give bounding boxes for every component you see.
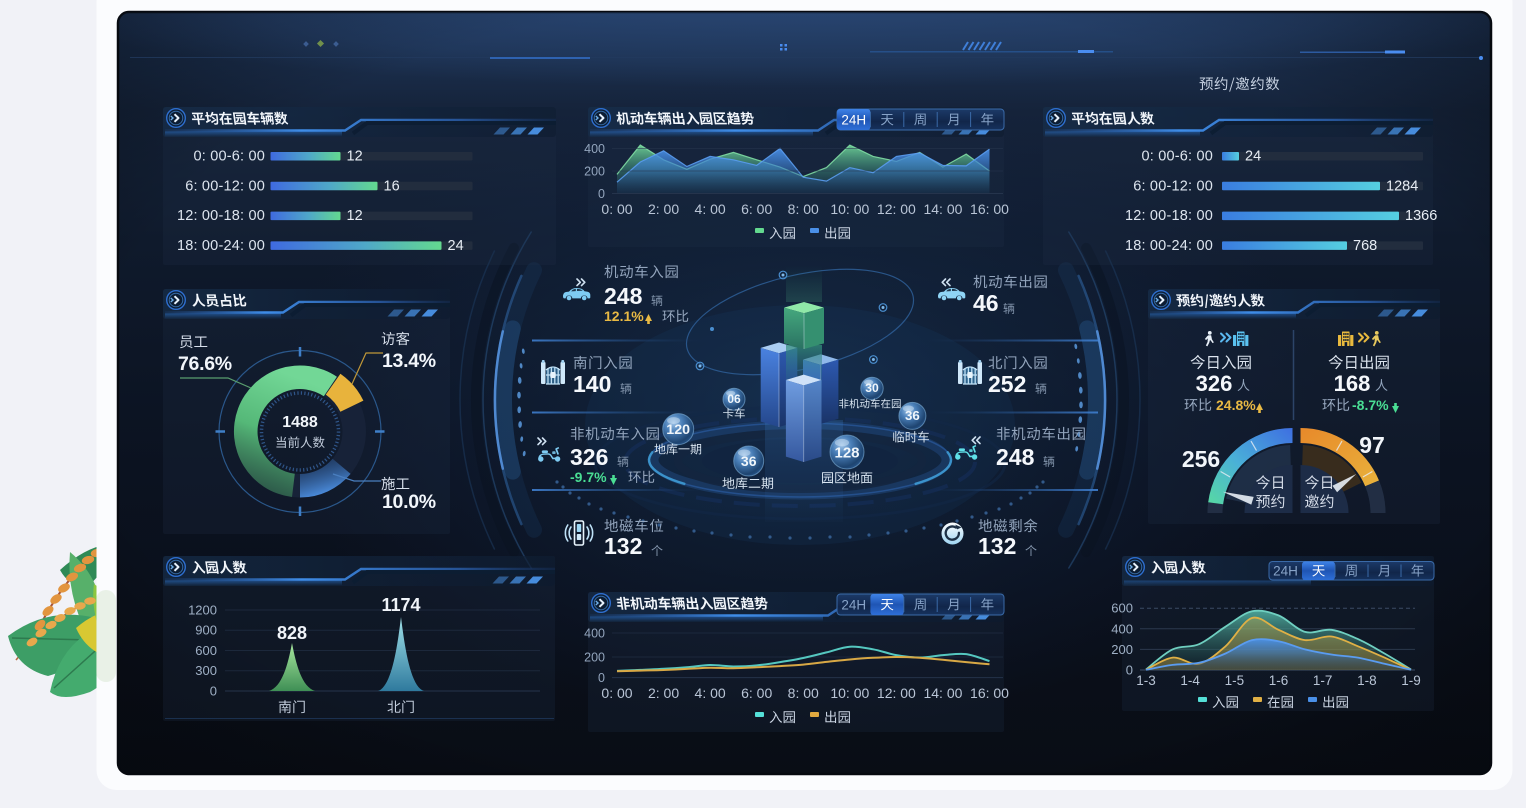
- svg-text:12: 00-18: 00: 12: 00-18: 00: [1125, 208, 1213, 224]
- svg-text:10: 00: 10: 00: [830, 685, 869, 701]
- svg-text:12: 12: [347, 208, 363, 224]
- svg-text:12.1%: 12.1%: [604, 308, 644, 324]
- svg-text:256: 256: [1182, 446, 1220, 472]
- svg-text:1-6: 1-6: [1269, 673, 1289, 688]
- svg-text:1-7: 1-7: [1313, 673, 1333, 688]
- svg-text:12: 12: [347, 149, 363, 165]
- svg-text:18: 00-24: 00: 18: 00-24: 00: [177, 238, 265, 254]
- svg-text:248: 248: [604, 283, 643, 309]
- svg-text:400: 400: [584, 627, 605, 641]
- svg-text:200: 200: [584, 165, 605, 179]
- svg-text:4: 00: 4: 00: [695, 201, 726, 217]
- svg-text:12: 00: 12: 00: [877, 685, 916, 701]
- svg-text:1-8: 1-8: [1357, 673, 1377, 688]
- svg-text:0: 0: [598, 187, 605, 201]
- svg-text:1-9: 1-9: [1401, 673, 1421, 688]
- svg-text:16: 00: 16: 00: [970, 685, 1009, 701]
- svg-text:600: 600: [1111, 601, 1133, 616]
- svg-text:-9.7%: -9.7%: [570, 469, 607, 485]
- svg-text:120: 120: [666, 422, 690, 438]
- svg-text:6: 00: 6: 00: [741, 685, 772, 701]
- svg-text:1284: 1284: [1386, 178, 1418, 194]
- svg-text:768: 768: [1353, 238, 1377, 254]
- svg-text:0: 00-6: 00: 0: 00-6: 00: [1141, 149, 1213, 165]
- svg-text:1200: 1200: [188, 603, 217, 618]
- svg-text:30: 30: [865, 381, 879, 395]
- svg-text:10.0%: 10.0%: [382, 491, 436, 513]
- svg-text:132: 132: [604, 533, 642, 559]
- svg-text:18: 00-24: 00: 18: 00-24: 00: [1125, 238, 1213, 254]
- svg-text:1488: 1488: [282, 414, 318, 431]
- svg-text:0: 0: [210, 684, 217, 699]
- svg-text:24.8%: 24.8%: [1216, 397, 1256, 413]
- svg-text:06: 06: [727, 392, 741, 406]
- svg-text:300: 300: [195, 663, 217, 678]
- svg-text:8: 00: 8: 00: [788, 201, 819, 217]
- svg-text:10: 00: 10: 00: [830, 201, 869, 217]
- svg-text:0: 00: 0: 00: [601, 685, 632, 701]
- svg-text:248: 248: [996, 444, 1035, 470]
- svg-text:1366: 1366: [1405, 208, 1437, 224]
- svg-text:0: 00: 0: 00: [601, 201, 632, 217]
- svg-text:24: 24: [448, 238, 464, 254]
- svg-text:24H: 24H: [841, 597, 866, 612]
- svg-text:200: 200: [584, 651, 605, 665]
- svg-text:600: 600: [195, 643, 217, 658]
- svg-text:1-3: 1-3: [1136, 673, 1156, 688]
- svg-text:46: 46: [973, 290, 999, 316]
- svg-text:0: 00-6: 00: 0: 00-6: 00: [193, 149, 265, 165]
- svg-text:400: 400: [1111, 621, 1133, 636]
- svg-text:326: 326: [1196, 371, 1233, 396]
- svg-text:8: 00: 8: 00: [788, 685, 819, 701]
- svg-text:900: 900: [195, 623, 217, 638]
- svg-text:36: 36: [741, 453, 757, 469]
- svg-text:14: 00: 14: 00: [923, 685, 962, 701]
- svg-text:76.6%: 76.6%: [178, 353, 232, 375]
- svg-text:24H: 24H: [1273, 564, 1298, 579]
- svg-text:252: 252: [988, 371, 1026, 397]
- svg-text:36: 36: [905, 408, 920, 423]
- svg-text:140: 140: [573, 371, 611, 397]
- svg-text:1174: 1174: [381, 595, 420, 615]
- svg-text:132: 132: [978, 533, 1016, 559]
- svg-text:24: 24: [1245, 149, 1261, 165]
- svg-text:6: 00-12: 00: 6: 00-12: 00: [1133, 178, 1213, 194]
- svg-text:16: 00: 16: 00: [970, 201, 1009, 217]
- svg-text:0: 0: [598, 671, 605, 685]
- svg-text:12: 00-18: 00: 12: 00-18: 00: [177, 208, 265, 224]
- svg-text:16: 16: [384, 178, 400, 194]
- svg-text:12: 00: 12: 00: [877, 201, 916, 217]
- svg-text:2: 00: 2: 00: [648, 201, 679, 217]
- svg-text:24H: 24H: [841, 112, 866, 127]
- svg-text:828: 828: [277, 623, 307, 643]
- svg-text:6: 00: 6: 00: [741, 201, 772, 217]
- svg-text:200: 200: [1111, 642, 1133, 657]
- svg-text:14: 00: 14: 00: [923, 201, 962, 217]
- svg-text:1-4: 1-4: [1180, 673, 1200, 688]
- svg-text:0: 0: [1126, 663, 1133, 678]
- svg-text:326: 326: [570, 444, 608, 470]
- svg-text:97: 97: [1359, 432, 1385, 458]
- svg-text:168: 168: [1334, 371, 1371, 396]
- svg-text:-8.7%: -8.7%: [1352, 397, 1389, 413]
- svg-text:1-5: 1-5: [1225, 673, 1245, 688]
- svg-text:400: 400: [584, 142, 605, 156]
- svg-text:2: 00: 2: 00: [648, 685, 679, 701]
- svg-text:13.4%: 13.4%: [382, 350, 436, 372]
- svg-text:4: 00: 4: 00: [695, 685, 726, 701]
- svg-text:6: 00-12: 00: 6: 00-12: 00: [185, 178, 265, 194]
- svg-text:128: 128: [834, 444, 859, 461]
